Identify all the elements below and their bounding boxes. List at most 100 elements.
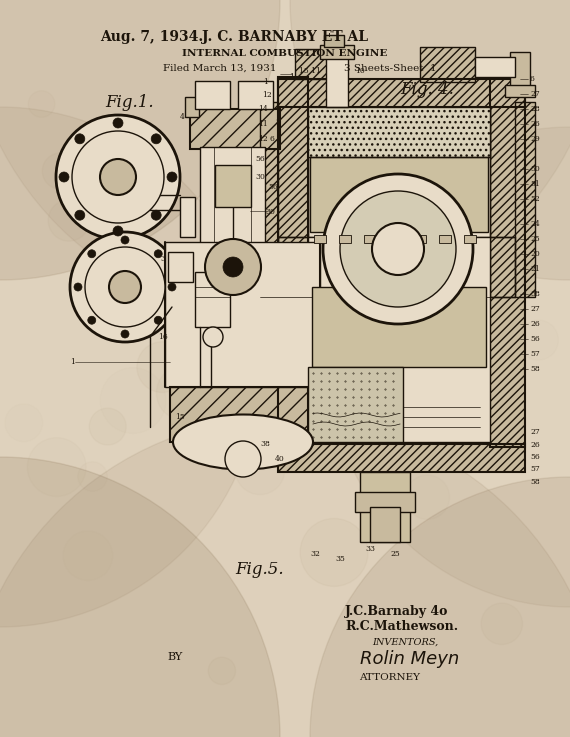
Circle shape — [203, 327, 223, 347]
Bar — [414, 235, 426, 243]
Bar — [420, 47, 475, 82]
Text: 56: 56 — [255, 155, 265, 163]
Circle shape — [300, 518, 368, 587]
Circle shape — [100, 159, 136, 195]
Circle shape — [246, 196, 280, 231]
Text: 12: 12 — [262, 91, 272, 99]
Bar — [360, 472, 410, 542]
Bar — [185, 97, 199, 117]
Circle shape — [74, 283, 82, 291]
Bar — [308, 107, 490, 157]
Text: 25: 25 — [390, 550, 400, 558]
Bar — [238, 81, 273, 109]
Text: 40: 40 — [379, 245, 391, 254]
Text: Fig.1.: Fig.1. — [105, 94, 154, 111]
Circle shape — [0, 417, 570, 737]
Text: 57: 57 — [530, 465, 540, 473]
Bar — [200, 147, 214, 247]
Circle shape — [88, 250, 96, 258]
Bar — [515, 102, 535, 297]
Bar — [295, 49, 340, 79]
Circle shape — [340, 191, 456, 307]
Bar — [251, 147, 265, 247]
Circle shape — [205, 239, 261, 295]
Text: 15: 15 — [175, 413, 185, 421]
Bar — [439, 235, 451, 243]
Circle shape — [330, 127, 570, 607]
Text: 50: 50 — [530, 165, 540, 173]
Bar — [295, 49, 340, 79]
Bar — [278, 237, 308, 297]
Bar — [308, 237, 490, 442]
Bar — [278, 79, 525, 107]
Text: 30: 30 — [265, 208, 275, 216]
Bar — [320, 45, 354, 59]
Text: BY: BY — [168, 652, 182, 662]
Text: Aug. 7, 1934.: Aug. 7, 1934. — [100, 30, 203, 44]
Circle shape — [151, 134, 161, 144]
Bar — [389, 235, 401, 243]
Circle shape — [151, 210, 161, 220]
Text: 25: 25 — [530, 235, 540, 243]
Text: INVENTORS,: INVENTORS, — [372, 638, 438, 646]
Text: 27: 27 — [530, 428, 540, 436]
Text: ATTORNEY: ATTORNEY — [360, 672, 421, 682]
Circle shape — [323, 174, 473, 324]
Text: 10: 10 — [355, 67, 365, 75]
Bar — [370, 507, 400, 542]
Text: 26: 26 — [530, 441, 540, 449]
Text: 51: 51 — [530, 180, 540, 188]
Circle shape — [75, 210, 85, 220]
Circle shape — [223, 257, 243, 277]
Bar — [312, 287, 486, 367]
Text: 27: 27 — [530, 90, 540, 98]
Circle shape — [154, 316, 162, 324]
Text: Rolin Meyn: Rolin Meyn — [360, 650, 459, 668]
Text: 1: 1 — [263, 78, 268, 86]
Circle shape — [167, 172, 177, 182]
Text: 35: 35 — [335, 555, 345, 563]
Text: 29: 29 — [530, 135, 540, 143]
Bar — [168, 252, 193, 282]
Text: 57: 57 — [530, 350, 540, 358]
Circle shape — [72, 131, 164, 223]
Bar — [278, 237, 308, 297]
Bar — [326, 52, 348, 107]
Bar — [314, 235, 326, 243]
Bar — [180, 197, 195, 237]
Text: INTERNAL COMBUSTION ENGINE: INTERNAL COMBUSTION ENGINE — [182, 49, 388, 57]
Bar — [324, 35, 344, 47]
Circle shape — [0, 0, 280, 280]
Text: 11: 11 — [258, 120, 268, 128]
Text: 3 Sheets-Sheet  1: 3 Sheets-Sheet 1 — [344, 63, 436, 72]
Bar — [200, 147, 265, 247]
Circle shape — [88, 316, 96, 324]
Circle shape — [75, 134, 85, 144]
Circle shape — [310, 477, 570, 737]
Bar — [190, 109, 280, 149]
Bar — [278, 444, 525, 472]
Circle shape — [461, 215, 519, 273]
Text: 24: 24 — [530, 220, 540, 228]
Circle shape — [372, 223, 424, 275]
Circle shape — [0, 0, 570, 320]
Bar — [339, 235, 351, 243]
Bar — [278, 77, 308, 447]
Text: 56: 56 — [530, 453, 540, 461]
Bar — [308, 107, 490, 237]
Bar — [195, 81, 230, 109]
Text: 52: 52 — [530, 195, 540, 203]
Text: 28: 28 — [530, 105, 540, 113]
Text: 6: 6 — [270, 135, 275, 143]
Text: J.C.Barnaby 4o: J.C.Barnaby 4o — [345, 606, 449, 618]
Bar — [464, 235, 476, 243]
Circle shape — [56, 115, 180, 239]
Circle shape — [109, 271, 141, 303]
Bar — [475, 57, 515, 77]
Circle shape — [0, 457, 280, 737]
Text: 1: 1 — [70, 358, 75, 366]
Text: 15 11: 15 11 — [299, 67, 321, 75]
Text: R.C.Mathewson.: R.C.Mathewson. — [345, 621, 458, 634]
Text: 56: 56 — [268, 183, 278, 191]
Bar — [215, 165, 251, 207]
